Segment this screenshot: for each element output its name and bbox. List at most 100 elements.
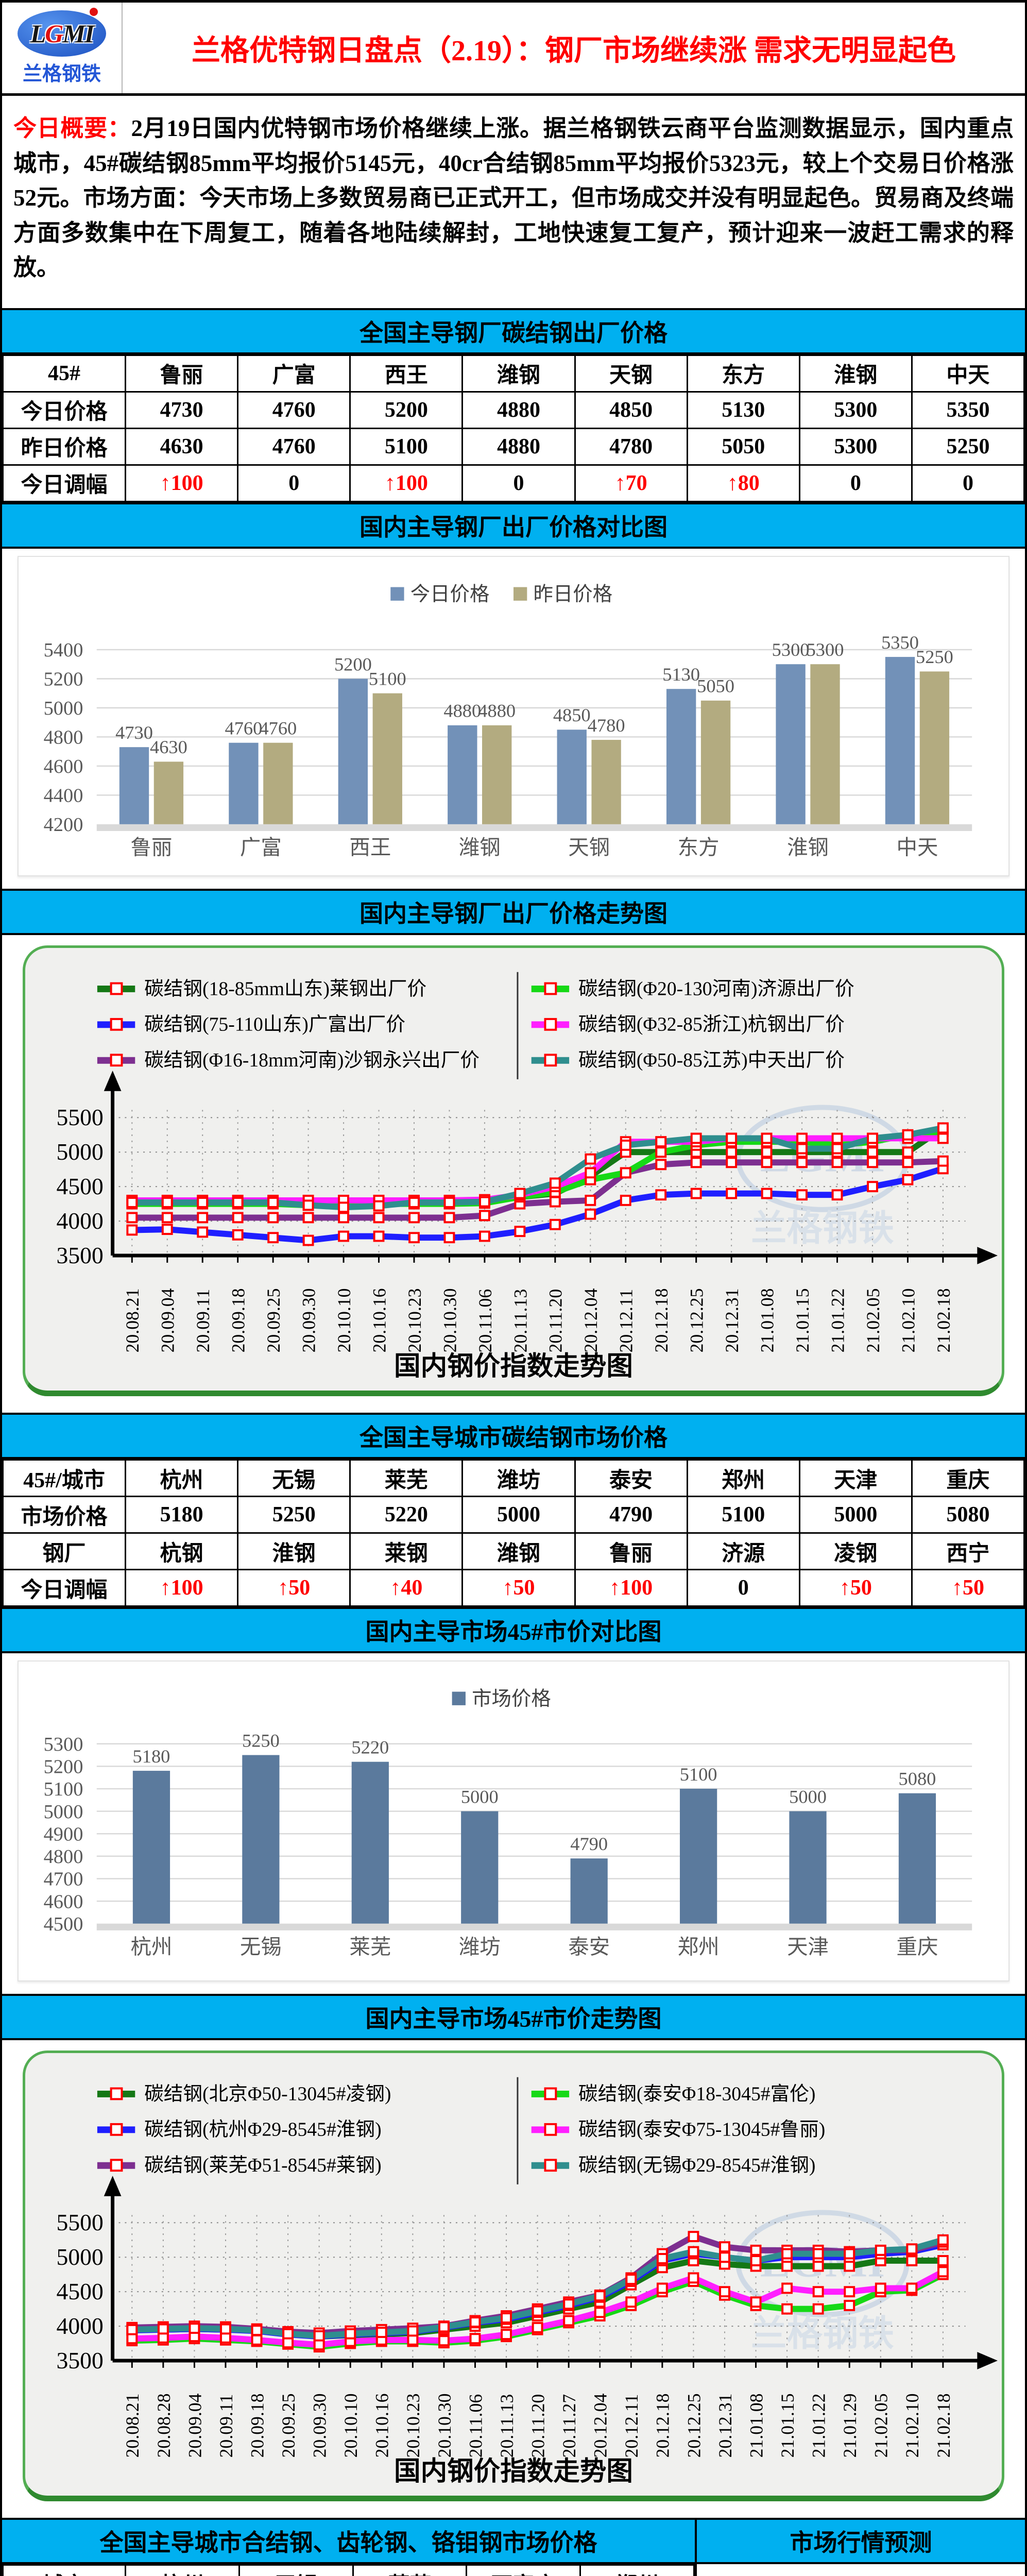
table-cell: 5130 xyxy=(686,391,800,429)
table-cell: 5250 xyxy=(911,427,1025,466)
column-header-cell: 莱芜 xyxy=(349,1459,464,1498)
section-banner-city-price-table: 全国主导城市碳结钢市场价格 xyxy=(2,1413,1025,1460)
svg-text:4790: 4790 xyxy=(570,1834,608,1854)
svg-text:碳结钢(莱芜Φ51-8545#莱钢): 碳结钢(莱芜Φ51-8545#莱钢) xyxy=(144,2155,382,2176)
svg-text:4500: 4500 xyxy=(44,1913,83,1935)
svg-text:5200: 5200 xyxy=(44,1756,83,1778)
svg-text:21.01.15: 21.01.15 xyxy=(777,2394,798,2458)
svg-text:4780: 4780 xyxy=(588,715,625,735)
table-cell: 0 xyxy=(686,1569,800,1607)
table-cell: 5250 xyxy=(237,1496,351,1534)
svg-text:5000: 5000 xyxy=(461,1787,499,1807)
column-header-cell: 中天 xyxy=(911,354,1025,393)
svg-text:20.09.25: 20.09.25 xyxy=(278,2394,299,2458)
svg-text:4400: 4400 xyxy=(44,785,83,806)
svg-text:5100: 5100 xyxy=(44,1778,83,1800)
svg-text:4760: 4760 xyxy=(225,718,263,738)
svg-text:3500: 3500 xyxy=(57,2347,104,2374)
daily-summary: 今日概要：2月19日国内优特钢市场价格继续上涨。据兰格钢铁云商平台监测数据显示，… xyxy=(2,96,1025,308)
table-cell: 淮钢 xyxy=(237,1532,351,1571)
table-cell: 今日调幅 xyxy=(2,1569,126,1607)
svg-text:5100: 5100 xyxy=(680,1764,717,1785)
column-header-cell: 城市 xyxy=(2,2564,126,2576)
column-header-cell: 潍坊 xyxy=(461,1459,576,1498)
table-header-row: 45# 鲁丽 广富 西王 潍钢 天钢 东方 淮钢 中天 xyxy=(2,354,1025,393)
table-cell: 0 xyxy=(461,464,576,502)
column-header-cell: 无锡 xyxy=(238,2564,354,2576)
svg-text:20.12.11: 20.12.11 xyxy=(621,2394,642,2458)
svg-text:5100: 5100 xyxy=(369,668,406,689)
column-header-cell: 莱芜 xyxy=(352,2564,468,2576)
table-cell: ↑70 xyxy=(574,464,688,502)
table-cell: 鲁丽 xyxy=(574,1532,688,1571)
table-cell: 5050 xyxy=(686,427,800,466)
table-cell: 凌钢 xyxy=(798,1532,913,1571)
svg-text:20.10.30: 20.10.30 xyxy=(434,2394,455,2458)
table-cell: 潍钢 xyxy=(461,1532,576,1571)
svg-text:5000: 5000 xyxy=(57,2244,104,2270)
svg-text:20.08.21: 20.08.21 xyxy=(122,1289,143,1353)
svg-text:5200: 5200 xyxy=(44,668,83,690)
svg-text:4630: 4630 xyxy=(150,737,187,757)
table-cell: ↑40 xyxy=(349,1569,464,1607)
table-cell: 4730 xyxy=(124,391,239,429)
svg-text:5220: 5220 xyxy=(351,1737,389,1758)
mill-price-trend-panel: 碳结钢(18-85mm山东)莱钢出厂价 碳结钢(75-110山东)广富出厂价 碳结钢… xyxy=(23,945,1004,1397)
svg-text:5500: 5500 xyxy=(57,1105,104,1131)
table-cell: 5000 xyxy=(798,1496,913,1534)
column-header-cell: 鲁丽 xyxy=(124,354,239,393)
table-cell: ↑100 xyxy=(124,464,239,502)
svg-text:天钢: 天钢 xyxy=(568,836,610,859)
svg-text:21.01.29: 21.01.29 xyxy=(840,2394,860,2458)
table-cell: ↑100 xyxy=(574,1569,688,1607)
city-price-bar-chart: 4500 4600 4700 4800 4900 5000 5100 5200 5300 5180… xyxy=(19,1666,1008,1978)
table-cell: 5000 xyxy=(461,1496,576,1534)
svg-text:4880: 4880 xyxy=(443,700,481,721)
svg-text:市场价格: 市场价格 xyxy=(472,1688,551,1710)
svg-text:兰格钢铁: 兰格钢铁 xyxy=(751,2314,894,2353)
table-cell: ↑50 xyxy=(461,1569,576,1607)
table-cell: 5350 xyxy=(911,391,1025,429)
svg-text:20.09.30: 20.09.30 xyxy=(298,1289,319,1353)
svg-text:昨日价格: 昨日价格 xyxy=(533,583,612,605)
column-header-cell: 泰安 xyxy=(574,1459,688,1498)
section-banner-market-forecast: 市场行情预测 xyxy=(697,2518,1025,2565)
svg-text:天津: 天津 xyxy=(787,1936,829,1959)
svg-text:20.12.31: 20.12.31 xyxy=(722,1289,742,1353)
svg-text:中天: 中天 xyxy=(897,836,938,859)
svg-text:5400: 5400 xyxy=(44,639,83,661)
table-cell: 杭钢 xyxy=(124,1532,239,1571)
table-cell: 今日调幅 xyxy=(2,464,126,502)
svg-text:4880: 4880 xyxy=(478,700,516,721)
table-cell: 今日价格 xyxy=(2,391,126,429)
table-cell: 莱钢 xyxy=(349,1532,464,1571)
svg-text:20.08.21: 20.08.21 xyxy=(122,2394,143,2458)
svg-text:20.10.16: 20.10.16 xyxy=(369,1289,389,1353)
svg-text:5200: 5200 xyxy=(334,654,372,674)
svg-text:兰格钢铁: 兰格钢铁 xyxy=(751,1209,894,1249)
column-header-cell: 淮钢 xyxy=(798,354,913,393)
svg-text:碳结钢(Φ32-85浙江)杭钢出厂价: 碳结钢(Φ32-85浙江)杭钢出厂价 xyxy=(578,1014,845,1036)
svg-text:20.09.04: 20.09.04 xyxy=(184,2394,205,2458)
section-banner-mill-price-bar-chart: 国内主导钢厂出厂价格对比图 xyxy=(2,502,1025,549)
svg-text:5130: 5130 xyxy=(662,664,700,685)
alloy-steel-price-table: 城市杭州无锡莱芜石家庄郑州45#5180525052205750504040Cr… xyxy=(2,2564,695,2576)
svg-text:20.10.10: 20.10.10 xyxy=(340,2394,361,2458)
svg-text:4900: 4900 xyxy=(44,1824,83,1845)
svg-text:21.01.22: 21.01.22 xyxy=(809,2394,829,2458)
svg-text:潍钢: 潍钢 xyxy=(459,836,501,859)
svg-text:碳结钢(75-110山东)广富出厂价: 碳结钢(75-110山东)广富出厂价 xyxy=(144,1014,405,1036)
svg-text:碳结钢(杭州Φ29-8545#淮钢): 碳结钢(杭州Φ29-8545#淮钢) xyxy=(144,2119,382,2141)
section-banner-city-price-trend-chart: 国内主导市场45#市价走势图 xyxy=(2,1994,1025,2041)
svg-text:21.01.08: 21.01.08 xyxy=(746,2394,766,2458)
svg-text:鲁丽: 鲁丽 xyxy=(131,836,173,859)
section-banner-city-price-bar-chart: 国内主导市场45#市价对比图 xyxy=(2,1607,1025,1654)
svg-text:无锡: 无锡 xyxy=(240,1936,282,1959)
svg-text:碳结钢(无锡Φ29-8545#淮钢): 碳结钢(无锡Φ29-8545#淮钢) xyxy=(578,2155,816,2176)
svg-text:20.12.25: 20.12.25 xyxy=(687,1289,707,1353)
svg-text:21.02.10: 21.02.10 xyxy=(898,1289,918,1353)
svg-text:21.02.05: 21.02.05 xyxy=(871,2394,892,2458)
table-row: 昨日价格 4630 4760 5100 4880 4780 5050 5300 5250 xyxy=(2,427,1025,466)
mill-price-trend-chart: 碳结钢(18-85mm山东)莱钢出厂价 碳结钢(75-110山东)广富出厂价 碳结钢… xyxy=(28,954,999,1388)
city-price-trend-panel: 碳结钢(北京Φ50-13045#凌钢) 碳结钢(杭州Φ29-8545#淮钢) 碳结钢… xyxy=(23,2050,1004,2502)
